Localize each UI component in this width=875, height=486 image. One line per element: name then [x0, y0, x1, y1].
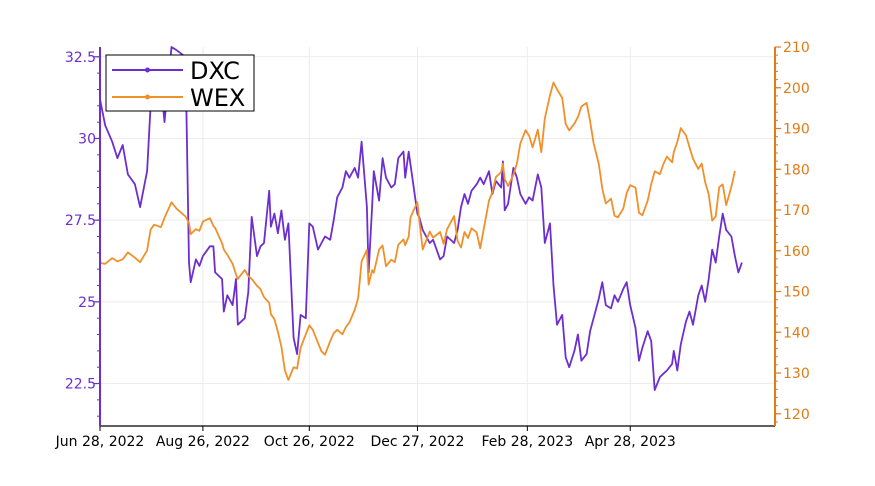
x-tick-label: Dec 27, 2022 [370, 434, 464, 450]
legend: DXC WEX [105, 54, 255, 112]
y-left-tick-label: 22.5 [65, 377, 96, 393]
x-tick-label: Feb 28, 2023 [482, 434, 574, 450]
y-right-tick-label: 140 [783, 325, 810, 341]
legend-label-dxc: DXC [190, 57, 240, 85]
x-tick-label: Jun 28, 2022 [55, 434, 145, 450]
x-tick-label: Oct 26, 2022 [264, 434, 355, 450]
y-right-tick-label: 190 [783, 122, 810, 138]
y-right-tick-label: 180 [783, 162, 810, 178]
y-right-tick-label: 150 [783, 285, 810, 301]
axes: Jun 28, 2022 Aug 26, 2022 Oct 26, 2022 Dec … [55, 40, 810, 450]
y-right-tick-label: 170 [783, 203, 810, 219]
y-left-tick-label: 32.5 [65, 50, 96, 66]
series-line-dxc [99, 46, 743, 392]
y-left-tick-label: 25 [78, 295, 96, 311]
y-right-tick-label: 200 [783, 81, 810, 97]
y-right-tick-label: 120 [783, 407, 810, 423]
y-right-tick-label: 160 [783, 244, 810, 260]
y-right-tick-label: 210 [783, 40, 810, 56]
y-right-tick-label: 130 [783, 366, 810, 382]
legend-marker-dxc [145, 67, 150, 73]
legend-box [105, 54, 255, 112]
x-tick-label: Apr 28, 2023 [585, 434, 676, 450]
y-left-tick-label: 27.5 [65, 213, 96, 229]
series-layer [99, 46, 743, 392]
legend-label-wex: WEX [190, 84, 245, 112]
series-line-wex [99, 81, 736, 381]
y-left-tick-label: 30 [78, 131, 96, 147]
x-tick-label: Aug 26, 2022 [156, 434, 250, 450]
legend-marker-wex [145, 94, 150, 100]
